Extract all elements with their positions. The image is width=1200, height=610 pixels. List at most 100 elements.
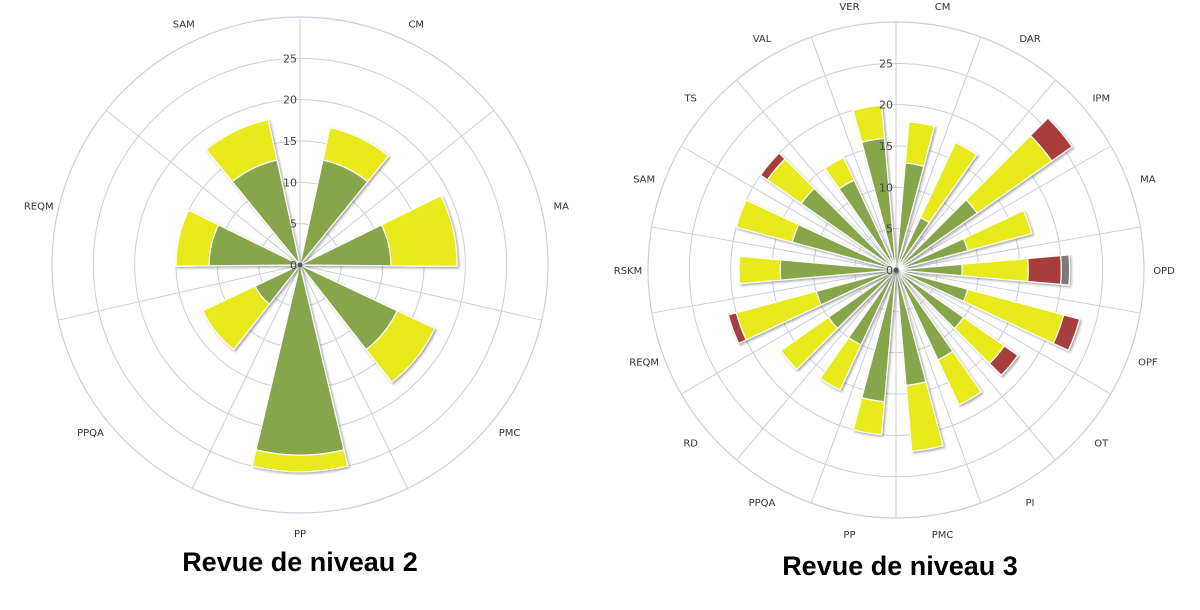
bar-segment-dar-yellow — [919, 141, 978, 224]
bar-segment-pp-yellow — [251, 449, 349, 473]
grid-spoke — [895, 79, 1056, 271]
tick-label: 10 — [283, 176, 297, 189]
bar-segment-ma-yellow — [380, 194, 458, 268]
bar-segment-ts-red — [759, 152, 786, 181]
bar-segment-rskm-yellow — [738, 255, 782, 285]
bar-segment-ma-yellow — [962, 209, 1033, 252]
category-label-dar: DAR — [1019, 34, 1040, 45]
bar-segment-cm-yellow — [904, 121, 936, 167]
tick-label: 15 — [879, 140, 893, 153]
bar-segment-pmc-yellow — [905, 381, 944, 452]
grid-spoke — [895, 226, 1141, 271]
category-label-ipm: IPM — [1092, 94, 1110, 105]
grid-spoke — [895, 269, 1141, 314]
bar-pmc — [895, 269, 944, 452]
tick-label: 5 — [886, 223, 893, 236]
category-label-ot: OT — [1094, 438, 1109, 449]
bar-ppqa — [819, 269, 897, 391]
category-label-opf: OPF — [1138, 358, 1158, 369]
grid-spoke — [810, 269, 897, 504]
bar-segment-opf-red — [1052, 314, 1081, 352]
category-label-rd: RD — [683, 438, 698, 449]
grid-spoke — [895, 269, 1056, 461]
grid-spoke — [651, 226, 897, 271]
bar-segment-opd-yellow — [961, 257, 1029, 283]
category-label-reqm: REQM — [629, 358, 659, 369]
bar-segment-ipm-red — [1029, 117, 1073, 162]
bar-opf — [895, 269, 1081, 352]
bar-rd — [780, 269, 897, 371]
category-label-pi: PI — [1026, 498, 1035, 509]
category-label-cm: CM — [935, 2, 951, 13]
tick-label: 0 — [290, 259, 297, 272]
category-label-opd: OPD — [1153, 266, 1175, 277]
bar-val — [824, 156, 897, 271]
tick-label: 25 — [879, 57, 893, 70]
category-label-pmc: PMC — [499, 428, 521, 439]
bar-segment-rd-yellow — [780, 316, 839, 371]
bar-segment-pmc-yellow — [365, 309, 436, 384]
category-label-val: VAL — [753, 34, 772, 45]
bar-sam — [205, 118, 301, 266]
category-label-ts: TS — [683, 94, 696, 105]
bar-ma — [299, 194, 458, 268]
chart-right: CM DAR IPM MA OPD OPF OT PI PMC PP PPQA RD REQM RSKM S… — [600, 0, 1200, 610]
bar-segment-sam-yellow — [735, 199, 800, 243]
tick-label: 20 — [879, 99, 893, 112]
category-label-pp: PP — [294, 529, 306, 540]
tick-label: 20 — [283, 94, 297, 107]
bar-segment-ppqa-yellow — [201, 285, 271, 351]
tick-label: 15 — [283, 135, 297, 148]
center-dot — [893, 267, 899, 273]
bar-ma — [895, 209, 1033, 271]
grid-spoke — [299, 109, 495, 266]
bar-ppqa — [201, 264, 301, 351]
polar-chart-level-2: CM MA PMC PP PPQA REQM SAM 0 5 10 15 20 25 — [24, 16, 570, 540]
grid-spoke — [736, 269, 897, 461]
bar-segment-ppqa-yellow — [819, 336, 862, 391]
bar-dar — [895, 141, 978, 271]
category-label-ma: MA — [1140, 174, 1156, 185]
category-label-pp: PP — [843, 530, 855, 541]
grid-spoke — [299, 264, 542, 321]
bar-ipm — [895, 117, 1073, 271]
bar-ot — [895, 269, 1019, 377]
tick-label: 5 — [290, 218, 297, 231]
bar-segment-reqm-yellow — [175, 209, 220, 267]
category-label-sam: SAM — [173, 20, 195, 31]
bar-segment-opd-gray — [1060, 254, 1071, 286]
bar-segment-ipm-yellow — [965, 134, 1053, 214]
grid-spoke — [105, 109, 301, 266]
tick-label: 25 — [283, 52, 297, 65]
polar-chart-level-3: CM DAR IPM MA OPD OPF OT PI PMC PP PPQA RD REQM RSKM S… — [614, 2, 1175, 541]
bar-segment-pp-yellow — [852, 397, 886, 436]
category-label-reqm: REQM — [24, 201, 54, 212]
category-label-ma: MA — [554, 201, 570, 212]
category-label-ppqa: PPQA — [77, 428, 104, 439]
category-label-cm: CM — [408, 20, 424, 31]
category-label-ver: VER — [839, 2, 859, 13]
grid-spoke — [680, 269, 897, 395]
bar-segment-pi-yellow — [937, 350, 983, 406]
grid-spoke — [680, 145, 897, 271]
grid-spoke — [810, 36, 897, 271]
grid-spoke — [895, 36, 982, 271]
grid-spoke — [895, 269, 1112, 395]
bar-segment-opd-red — [1027, 254, 1062, 286]
bar-segment-sam-yellow — [205, 118, 278, 183]
bar-rskm — [738, 255, 897, 285]
bar-ver — [852, 104, 897, 271]
chart-title-level-3: Revue de niveau 3 — [782, 551, 1018, 581]
chart-title-level-2: Revue de niveau 2 — [182, 547, 418, 577]
grid-spoke — [191, 264, 301, 489]
bar-pi — [895, 269, 983, 406]
bar-cm — [299, 127, 390, 266]
tick-label: 0 — [886, 264, 893, 277]
grid-spoke — [736, 79, 897, 271]
grid-spoke — [651, 269, 897, 314]
grid-spoke — [299, 264, 409, 489]
category-label-rskm: RSKM — [614, 266, 642, 277]
grid-spoke — [895, 145, 1112, 271]
bar-pmc — [299, 264, 436, 384]
category-label-sam: SAM — [633, 174, 655, 185]
